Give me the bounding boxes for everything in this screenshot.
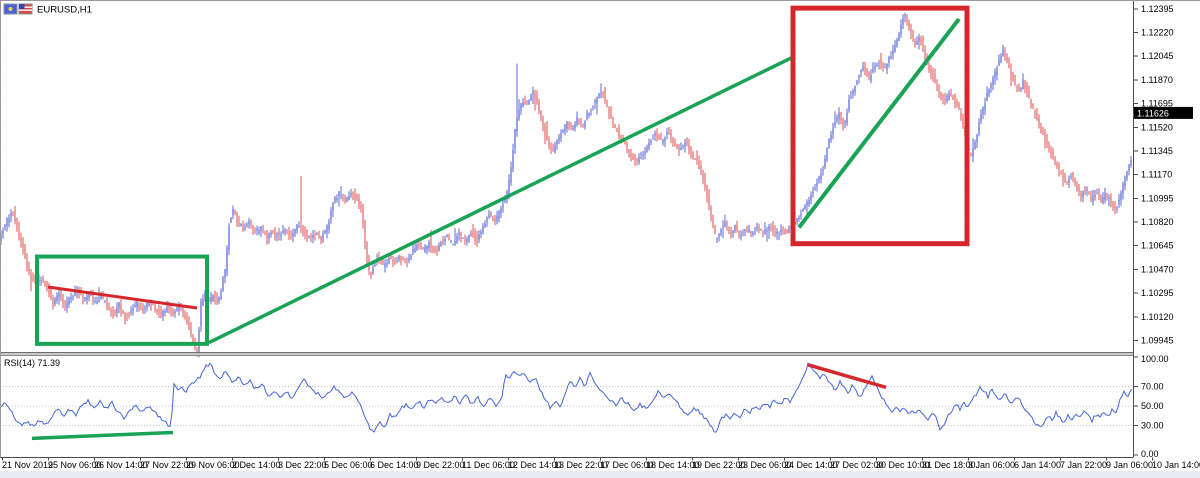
time-tick-label: 19 Dec 22:00 <box>692 460 746 470</box>
rsi-value-line <box>0 362 1133 433</box>
time-tick-label: 2 Dec 14:00 <box>232 460 281 470</box>
window-bottom-strip <box>0 471 1200 478</box>
current-price-value: 1.11626 <box>1137 108 1169 118</box>
time-tick-label: 17 Dec 06:00 <box>600 460 654 470</box>
price-tick-label: 1.10295 <box>1141 288 1174 298</box>
green-uptrend-line-long[interactable] <box>208 55 793 345</box>
price-tick-label: 1.11870 <box>1141 75 1173 85</box>
time-tick-label: 3 Dec 22:00 <box>278 460 327 470</box>
price-tick-label: 1.10645 <box>1141 241 1174 251</box>
rsi-tick-label: 100.00 <box>1141 354 1169 364</box>
time-tick-label: 9 Jan 06:00 <box>1106 460 1153 470</box>
price-tick-label: 1.11170 <box>1141 170 1172 180</box>
panel-separators <box>0 352 1200 478</box>
rsi-tick-label: 0.00 <box>1141 449 1159 459</box>
symbol-timeframe-label: EURUSD,H1 <box>37 5 92 16</box>
rsi-tick-label: 50.00 <box>1141 401 1164 411</box>
time-tick-label: 25 Nov 06:00 <box>48 460 102 470</box>
time-tick-label: 3 Jan 06:00 <box>968 460 1015 470</box>
rsi-indicator-label: RSI(14) 71.39 <box>4 358 60 368</box>
price-tick-label: 1.11345 <box>1141 146 1173 156</box>
price-tick-label: 1.10120 <box>1141 312 1174 322</box>
time-tick-label: 23 Dec 06:00 <box>738 460 792 470</box>
time-tick-label: 27 Dec 02:00 <box>830 460 884 470</box>
time-tick-label: 12 Dec 14:00 <box>508 460 562 470</box>
time-tick-label: 9 Dec 22:00 <box>416 460 465 470</box>
price-tick-label: 1.10820 <box>1141 217 1174 227</box>
time-tick-label: 31 Dec 18:00 <box>922 460 976 470</box>
green-rectangle-annotation[interactable] <box>35 254 209 346</box>
time-tick-label: 18 Dec 14:00 <box>646 460 700 470</box>
current-price-tag: 1.11626 <box>1134 106 1193 119</box>
time-tick-label: 10 Jan 14:00 <box>1152 460 1200 470</box>
symbol-header: EURUSD,H1 <box>3 3 92 16</box>
time-tick-label: 7 Jan 22:00 <box>1060 460 1107 470</box>
time-tick-label: 13 Dec 22:00 <box>554 460 608 470</box>
price-tick-label: 1.12395 <box>1141 4 1174 14</box>
price-tick-label: 1.12220 <box>1141 27 1174 37</box>
rsi-tick-label: 70.00 <box>1141 381 1164 391</box>
time-tick-label: 6 Dec 14:00 <box>370 460 419 470</box>
price-tick-label: 1.12045 <box>1141 51 1174 61</box>
price-tick-label: 1.09945 <box>1141 335 1174 345</box>
usd-flag-icon <box>18 3 33 15</box>
price-tick-label: 1.11520 <box>1141 122 1173 132</box>
time-tick-label: 21 Nov 2019 <box>2 460 53 470</box>
time-tick-label: 30 Dec 10:00 <box>876 460 930 470</box>
price-tick-label: 1.11695 <box>1141 99 1173 109</box>
time-tick-label: 6 Jan 14:00 <box>1014 460 1061 470</box>
red-downtrend-line[interactable] <box>47 285 198 310</box>
red-rectangle-annotation[interactable] <box>790 5 970 247</box>
time-tick-label: 26 Nov 14:00 <box>94 460 148 470</box>
rsi-line <box>0 362 1133 433</box>
green-uptrend-line-inner[interactable] <box>797 17 961 229</box>
price-tick-label: 1.10470 <box>1141 264 1174 274</box>
rsi-red-trendline[interactable] <box>807 363 887 390</box>
eur-flag-icon <box>3 3 18 15</box>
time-tick-label: 11 Dec 06:00 <box>462 460 515 470</box>
time-tick-label: 29 Nov 06:00 <box>186 460 240 470</box>
time-tick-label: 5 Dec 06:00 <box>324 460 373 470</box>
rsi-tick-label: 30.00 <box>1141 421 1164 431</box>
time-tick-label: 24 Dec 14:00 <box>784 460 838 470</box>
price-annotations[interactable] <box>35 5 970 346</box>
time-tick-label: 27 Nov 22:00 <box>140 460 194 470</box>
price-tick-label: 1.10995 <box>1141 193 1174 203</box>
rsi-annotations[interactable] <box>31 363 887 441</box>
rsi-green-trendline[interactable] <box>31 430 174 441</box>
